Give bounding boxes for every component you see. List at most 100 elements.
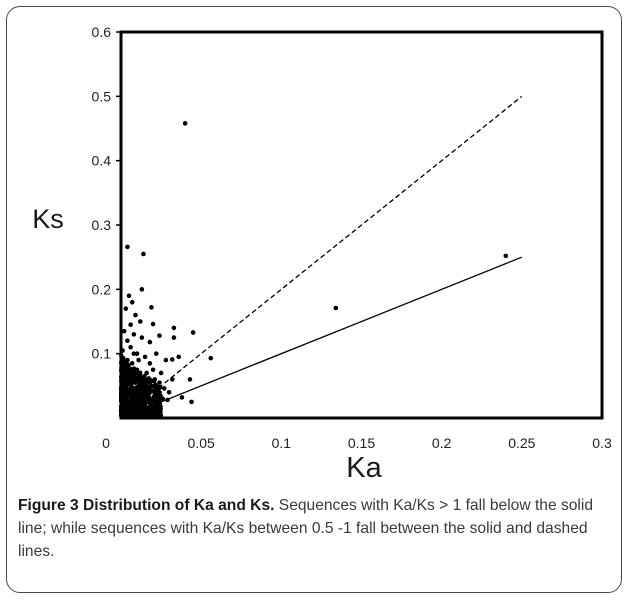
cluster-point [154,384,159,389]
caption-title: Figure 3 Distribution of Ka and Ks. [18,497,275,514]
data-point [153,351,159,356]
x-tick-label: 0.05 [188,435,215,451]
x-tick-label: 0.2 [432,435,452,451]
data-point [187,377,193,382]
cluster-point [131,410,136,415]
cluster-point [143,413,149,418]
figure-caption: Figure 3 Distribution of Ka and Ks. Sequ… [18,494,613,563]
data-point [150,367,156,373]
data-point [126,377,132,382]
data-point [503,253,509,259]
cluster-point [124,395,129,400]
caption-text: Sequences with Ka/Ks > 1 fall below the … [18,497,594,560]
data-point [126,293,132,299]
data-point [123,373,129,379]
data-point [129,361,135,366]
cluster-point [137,413,142,418]
chart-svg: 0.1 0.2 0.3 0.4 0.5 0.6 0 0.05 0.1 0.15 0.2 0.25 0.… [32,24,612,484]
data-point [136,357,141,363]
dashed-reference-line [120,95,523,419]
data-point [171,335,177,340]
cluster-point [131,374,136,380]
data-point [121,328,127,334]
data-point [190,330,196,335]
data-point [144,370,149,376]
data-point [139,335,145,340]
data-point [141,251,146,257]
data-point [171,325,177,331]
data-point [125,357,130,363]
data-point [137,373,143,379]
data-point [131,351,137,356]
data-point [158,370,164,376]
data-point [134,367,140,373]
cluster-point [148,383,153,388]
data-point [133,386,138,392]
data-point [150,321,156,327]
data-point [176,354,182,360]
data-point [129,299,135,305]
cluster-point [151,388,157,393]
data-point [121,402,127,408]
y-tick-label: 0.3 [92,217,112,233]
data-point [136,383,141,389]
cluster-point [156,413,161,418]
cluster-point [126,402,131,408]
cluster-point [134,399,139,404]
data-point [128,344,133,350]
data-point [152,396,157,402]
data-point [136,393,141,398]
data-point [137,319,143,324]
data-point [157,333,162,338]
data-point [139,287,145,292]
data-point [179,395,185,400]
x-tick-label: 0.3 [592,435,612,451]
data-point [155,389,161,395]
reference-lines [120,95,523,419]
data-point [333,305,339,311]
data-point [128,406,133,411]
x-axis-ticks: 0 0.05 0.1 0.15 0.2 0.25 0.3 [102,435,612,451]
data-point [163,357,169,363]
data-point [128,322,133,328]
data-point [157,380,162,385]
data-point [128,396,133,402]
data-point [182,121,188,126]
y-tick-label: 0.5 [92,88,112,104]
x-tick-label: 0.25 [508,435,535,451]
data-point [170,357,175,362]
cluster-point [123,399,128,404]
cluster-point [121,408,127,414]
data-point [121,380,127,385]
data-point [170,377,175,382]
data-point [152,377,157,382]
data-point [133,312,138,318]
scatter-chart: 0.1 0.2 0.3 0.4 0.5 0.6 0 0.05 0.1 0.15 0.2 0.25 0.… [32,24,612,484]
x-tick-label: 0 [102,435,110,451]
data-point [139,406,145,411]
figure-frame [6,6,622,593]
y-tick-label: 0.4 [92,153,112,169]
data-point [129,380,135,385]
y-tick-label: 0.2 [92,281,112,297]
y-tick-label: 0.1 [92,346,112,362]
cluster-point [135,406,141,411]
data-point [145,393,151,398]
data-point [142,402,148,408]
data-point [208,355,214,361]
data-point [125,389,130,395]
cluster-point [149,406,154,411]
data-point [126,367,132,373]
data-point [160,396,165,402]
data-point [166,389,172,395]
data-point [141,380,146,385]
x-axis-label: Ka [346,452,382,484]
data-point [161,386,167,391]
data-point [189,399,194,405]
cluster-point [155,406,160,411]
data-point [149,399,154,405]
data-point [123,306,129,311]
x-tick-label: 0.15 [348,435,375,451]
data-point [145,377,151,382]
x-tick-label: 0.1 [272,435,292,451]
